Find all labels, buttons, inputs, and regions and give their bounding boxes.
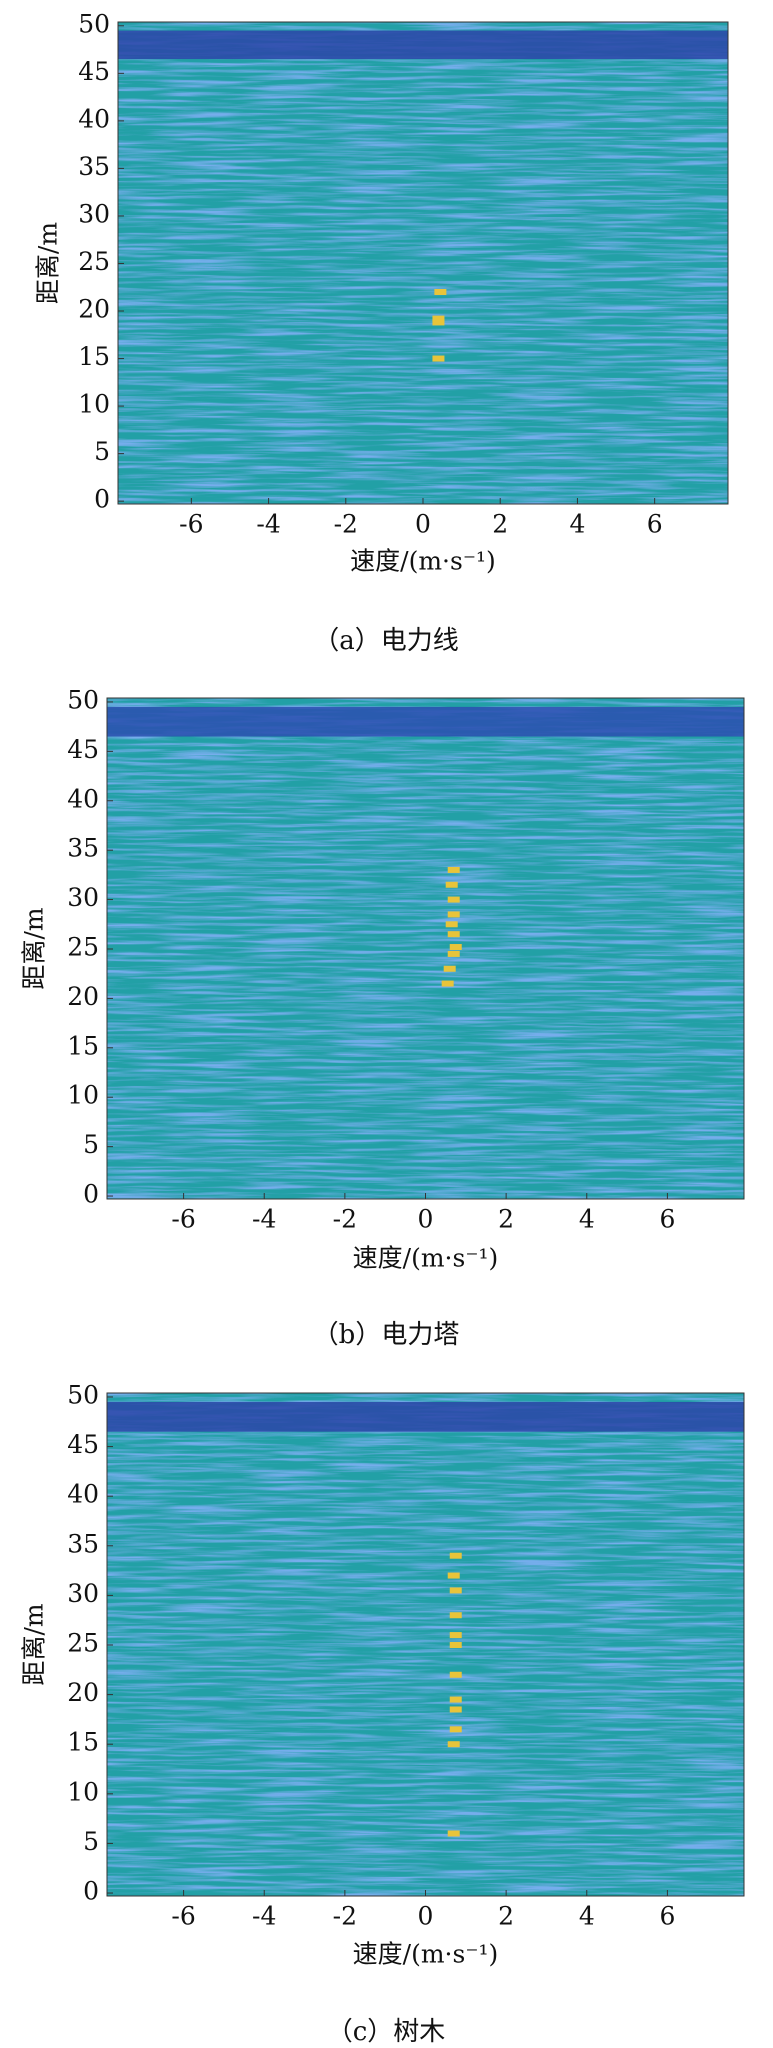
dark-band [107, 706, 744, 737]
y-tick-label: 10 [78, 390, 110, 419]
x-tick-label: 2 [498, 1902, 514, 1931]
y-tick-label: 0 [94, 485, 110, 514]
y-axis-label: 距离/m [34, 222, 63, 304]
target-cell [432, 315, 445, 322]
x-tick-label: -4 [252, 1205, 276, 1234]
y-tick-label: 35 [78, 152, 110, 181]
y-tick-label: 30 [67, 883, 99, 912]
y-tick-label: 25 [67, 1628, 99, 1657]
y-tick-label: 25 [67, 932, 99, 961]
y-tick-label: 0 [83, 1180, 99, 1209]
target-cell [432, 355, 445, 362]
y-tick-label: 45 [67, 1430, 99, 1459]
x-tick-label: 0 [415, 510, 431, 539]
x-tick-label: -2 [334, 510, 358, 539]
x-tick-label: -2 [333, 1902, 357, 1931]
x-tick-label: 6 [659, 1205, 675, 1234]
target-cell [449, 1552, 462, 1559]
x-tick-label: -6 [171, 1205, 195, 1234]
y-tick-label: 20 [67, 982, 99, 1011]
caption: （c）树木 [327, 2017, 446, 2047]
dark-band [118, 30, 728, 60]
target-cell [449, 1696, 462, 1703]
x-tick-label: -2 [333, 1205, 357, 1234]
y-tick-label: 5 [83, 1130, 99, 1159]
y-tick-label: 30 [67, 1579, 99, 1608]
y-tick-label: 35 [67, 834, 99, 863]
y-tick-label: 20 [67, 1678, 99, 1707]
y-tick-label: 0 [83, 1877, 99, 1906]
target-cell [449, 1641, 462, 1648]
x-tick-label: -4 [256, 510, 280, 539]
y-tick-label: 15 [78, 342, 110, 371]
x-tick-label: -6 [171, 1902, 195, 1931]
x-tick-label: 0 [418, 1205, 434, 1234]
x-axis-label: 速度/(m·s⁻¹) [350, 547, 496, 576]
target-cell [447, 931, 460, 938]
y-tick-label: 50 [67, 685, 99, 714]
x-tick-label: 4 [579, 1205, 595, 1234]
x-tick-label: -6 [179, 510, 203, 539]
y-tick-label: 45 [67, 735, 99, 764]
target-cell [447, 1741, 460, 1748]
target-cell [449, 1632, 462, 1639]
y-tick-label: 15 [67, 1728, 99, 1757]
y-tick-label: 10 [67, 1777, 99, 1806]
x-axis-label: 速度/(m·s⁻¹) [353, 1940, 499, 1969]
x-tick-label: -4 [252, 1902, 276, 1931]
target-cell [447, 950, 460, 957]
target-cell [447, 896, 460, 903]
target-cell [447, 1572, 460, 1579]
target-cell [449, 1706, 462, 1713]
target-cell [449, 1587, 462, 1594]
target-cell [445, 921, 458, 928]
y-tick-label: 50 [78, 9, 110, 38]
x-tick-label: 0 [418, 1902, 434, 1931]
target-cell [449, 1671, 462, 1678]
target-cell [447, 911, 460, 918]
target-cell [449, 944, 462, 951]
x-tick-label: 6 [659, 1902, 675, 1931]
y-tick-label: 10 [67, 1081, 99, 1110]
x-axis-label: 速度/(m·s⁻¹) [353, 1244, 499, 1273]
target-cell [443, 965, 456, 972]
y-axis-label: 距离/m [20, 907, 49, 989]
target-cell [449, 1726, 462, 1733]
y-tick-label: 5 [83, 1827, 99, 1856]
y-tick-label: 45 [78, 57, 110, 86]
target-cell [445, 881, 458, 888]
x-tick-label: 4 [579, 1902, 595, 1931]
y-tick-label: 15 [67, 1031, 99, 1060]
y-tick-label: 40 [67, 784, 99, 813]
x-tick-label: 2 [498, 1205, 514, 1234]
y-tick-label: 20 [78, 295, 110, 324]
target-cell [434, 288, 447, 295]
y-tick-label: 40 [78, 104, 110, 133]
y-tick-label: 25 [78, 247, 110, 276]
target-cell [447, 866, 460, 873]
x-tick-label: 4 [569, 510, 585, 539]
y-tick-label: 30 [78, 199, 110, 228]
y-tick-label: 40 [67, 1480, 99, 1509]
heatmap-noise [107, 1393, 744, 1896]
x-tick-label: 2 [492, 510, 508, 539]
y-axis-label: 距离/m [20, 1603, 49, 1685]
heatmap-noise [118, 22, 728, 504]
y-tick-label: 50 [67, 1380, 99, 1409]
y-tick-label: 35 [67, 1529, 99, 1558]
caption: （a）电力线 [313, 626, 459, 656]
target-cell [449, 1612, 462, 1619]
target-cell [441, 980, 454, 987]
heatmap-noise [107, 698, 744, 1199]
dark-band [107, 1401, 744, 1432]
target-cell [447, 1830, 460, 1837]
target-cell [432, 319, 445, 326]
caption: （b）电力塔 [313, 1320, 460, 1350]
y-tick-label: 5 [94, 437, 110, 466]
x-tick-label: 6 [647, 510, 663, 539]
